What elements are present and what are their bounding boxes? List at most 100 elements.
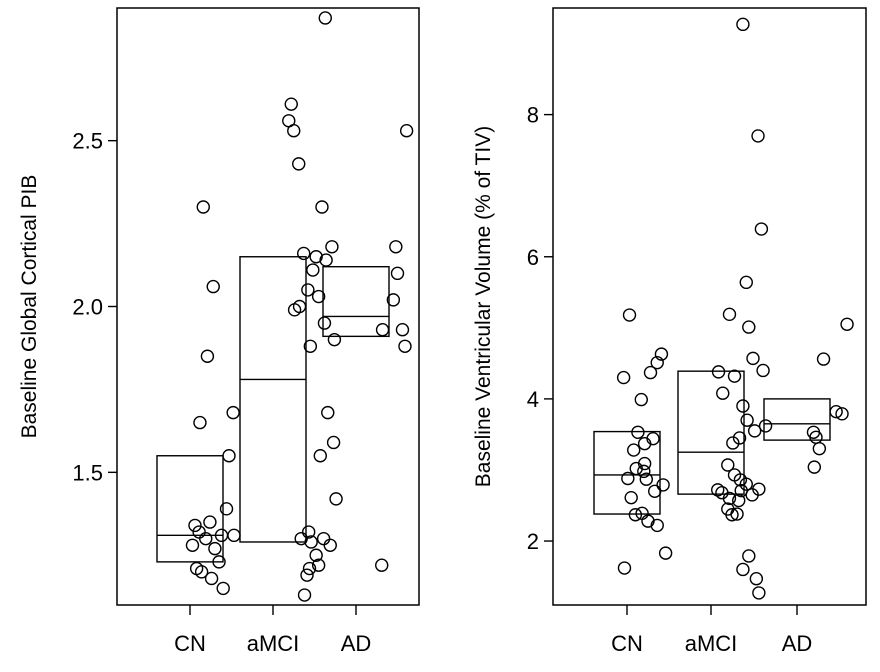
data-point xyxy=(840,317,854,331)
data-point xyxy=(313,449,328,463)
data-point xyxy=(829,404,843,419)
data-point xyxy=(309,548,323,562)
data-point xyxy=(284,97,298,111)
data-point xyxy=(323,538,337,552)
data-point xyxy=(200,349,215,363)
y-tick-label: 8 xyxy=(527,103,539,128)
data-point xyxy=(727,369,742,383)
data-point xyxy=(650,355,664,370)
data-point xyxy=(185,538,200,552)
data-point xyxy=(226,405,240,420)
data-point xyxy=(399,124,414,138)
data-point xyxy=(208,541,222,556)
data-point xyxy=(752,586,766,600)
data-point xyxy=(747,424,762,438)
data-point xyxy=(758,419,773,433)
data-point xyxy=(297,588,312,602)
data-point xyxy=(301,283,315,297)
data-point xyxy=(624,490,638,505)
data-point xyxy=(318,11,332,25)
data-point xyxy=(212,555,226,569)
data-point xyxy=(637,436,652,451)
plot-frame xyxy=(552,7,867,606)
data-point xyxy=(329,492,343,506)
box-amci xyxy=(239,256,307,543)
data-point xyxy=(740,413,754,427)
data-point xyxy=(722,491,737,506)
data-point xyxy=(375,323,390,337)
data-point xyxy=(206,279,220,294)
y-tick-label: 2.0 xyxy=(72,295,103,320)
data-point xyxy=(315,200,329,214)
box-cn xyxy=(593,430,661,515)
data-point xyxy=(751,129,765,143)
panel-pib: 1.5 2.0 2.5 CN aMCI AD Baseline Global Cortica… xyxy=(18,7,420,656)
data-point xyxy=(621,471,635,486)
data-point xyxy=(643,365,658,380)
data-point xyxy=(390,266,405,281)
data-point xyxy=(754,222,769,236)
y-tick-label: 6 xyxy=(527,245,539,270)
data-point xyxy=(629,461,643,476)
data-point xyxy=(327,332,342,347)
box-ad xyxy=(322,266,390,338)
y-axis-label: Baseline Ventricular Volume (% of TIV) xyxy=(472,126,495,487)
data-point xyxy=(311,558,326,572)
data-point xyxy=(287,303,302,317)
data-point xyxy=(326,435,341,450)
y-axis-label: Baseline Global Cortical PIB xyxy=(18,175,41,439)
data-point xyxy=(306,263,320,277)
data-point xyxy=(222,449,236,463)
data-point xyxy=(739,275,753,290)
data-point xyxy=(303,339,318,353)
data-point xyxy=(622,308,637,322)
data-point xyxy=(294,531,308,546)
data-point xyxy=(617,561,632,575)
data-point xyxy=(732,493,746,508)
x-tick-label-cn: CN xyxy=(611,631,643,656)
data-point xyxy=(711,483,725,497)
data-point xyxy=(300,568,314,582)
data-point xyxy=(386,293,401,307)
data-point xyxy=(654,347,669,361)
data-point xyxy=(616,370,631,385)
data-point xyxy=(311,289,326,304)
data-point xyxy=(742,549,756,563)
data-point xyxy=(389,240,403,254)
y-tick-label: 4 xyxy=(527,387,539,412)
data-point xyxy=(634,392,648,407)
data-point xyxy=(736,562,750,577)
data-point xyxy=(807,460,822,474)
data-point xyxy=(204,571,219,586)
data-point xyxy=(716,386,730,400)
data-point xyxy=(756,363,770,378)
data-point xyxy=(637,464,651,479)
data-point xyxy=(319,253,333,267)
y-tick-label: 1.5 xyxy=(72,460,103,485)
box-cn xyxy=(156,455,224,563)
data-point xyxy=(287,124,301,138)
data-point xyxy=(721,458,735,472)
data-point xyxy=(656,478,670,492)
x-tick-label-ad: AD xyxy=(341,631,372,656)
data-point xyxy=(725,508,739,522)
data-point xyxy=(749,572,764,586)
data-point xyxy=(742,320,756,334)
data-point xyxy=(711,365,726,379)
data-point xyxy=(309,250,323,264)
data-point xyxy=(203,515,217,529)
data-point xyxy=(196,200,210,214)
data-point xyxy=(188,518,202,533)
data-point xyxy=(736,399,750,413)
data-point xyxy=(302,561,317,576)
data-point xyxy=(648,484,662,498)
data-point xyxy=(304,535,318,549)
x-tick-label-ad: AD xyxy=(782,631,813,656)
data-point xyxy=(297,246,311,261)
data-point xyxy=(628,508,643,522)
data-point xyxy=(726,436,740,450)
data-point xyxy=(650,518,664,533)
box-amci xyxy=(677,370,745,495)
data-point xyxy=(292,157,306,171)
